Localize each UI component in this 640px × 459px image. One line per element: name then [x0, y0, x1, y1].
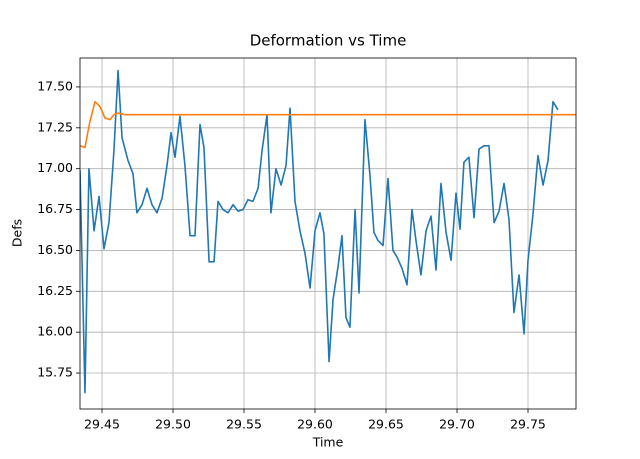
y-tick-label: 16.25	[37, 283, 73, 298]
chart-title: Deformation vs Time	[250, 32, 407, 50]
x-tick-label: 29.50	[155, 417, 191, 432]
y-tick-label: 16.00	[37, 324, 73, 339]
x-tick-label: 29.65	[368, 417, 404, 432]
y-tick-label: 17.25	[37, 119, 73, 134]
x-tick-label: 29.75	[510, 417, 546, 432]
y-tick-label: 17.50	[37, 78, 73, 93]
y-tick-label: 16.75	[37, 201, 73, 216]
x-tick-label: 29.60	[297, 417, 333, 432]
data-line	[80, 69, 559, 394]
x-tick-label: 29.45	[84, 417, 120, 432]
x-axis-label: Time	[312, 435, 344, 450]
axes-frame	[79, 57, 577, 410]
y-axis-label: Defs	[10, 219, 25, 247]
y-tick-label: 17.00	[37, 160, 73, 175]
x-tick-label: 29.55	[226, 417, 262, 432]
plot-area	[80, 69, 576, 394]
x-tick-label: 29.70	[439, 417, 475, 432]
data-line	[80, 100, 576, 149]
y-tick-label: 15.75	[37, 365, 73, 380]
y-tick-label: 16.50	[37, 242, 73, 257]
